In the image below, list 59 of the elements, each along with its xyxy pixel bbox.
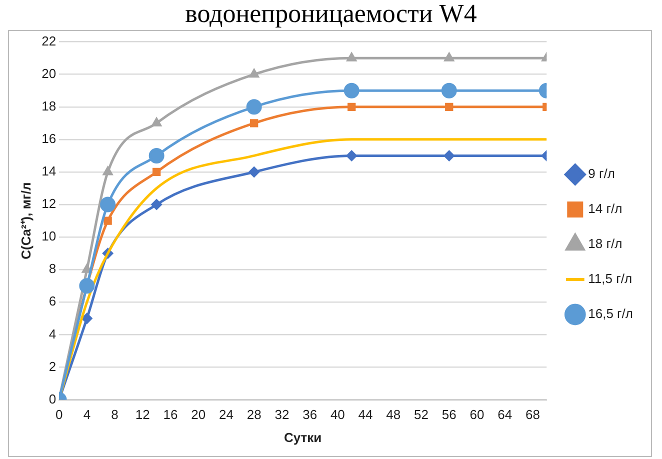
legend-label: 9 г/л <box>588 166 615 182</box>
point <box>344 82 360 98</box>
y-tick-label: 18 <box>42 98 56 114</box>
x-tick-label: 52 <box>414 407 428 422</box>
point <box>151 199 162 210</box>
y-tick-label: 10 <box>42 228 56 244</box>
x-tick-label: 32 <box>274 407 290 422</box>
point <box>148 148 164 164</box>
x-tick-label: 48 <box>386 407 401 422</box>
x-tick-label: 4 <box>83 407 91 422</box>
x-tick-label: 28 <box>246 407 262 422</box>
y-tick-label: 2 <box>48 358 56 374</box>
point <box>445 102 454 111</box>
point <box>348 102 356 111</box>
x-tick-label: 24 <box>219 407 234 422</box>
legend-label: 14 г/л <box>588 201 622 216</box>
point <box>250 119 258 128</box>
chart-title: водонепроницаемости W4 <box>184 0 478 30</box>
y-tick-label: 12 <box>42 196 56 212</box>
x-tick-label: 64 <box>498 407 512 422</box>
x-tick-label: 16 <box>163 407 178 422</box>
y-tick-label: 4 <box>48 326 56 342</box>
point <box>444 150 454 161</box>
point <box>82 313 92 324</box>
x-tick-label: 40 <box>330 407 345 422</box>
y-tick-label: 14 <box>42 164 56 179</box>
y-tick-label: 6 <box>48 294 56 309</box>
x-tick-label: 44 <box>358 407 373 422</box>
y-tick-label: 0 <box>48 391 56 406</box>
point <box>246 99 262 115</box>
point <box>103 166 113 176</box>
x-tick-label: 68 <box>525 407 540 422</box>
x-tick-label: 60 <box>470 407 484 422</box>
legend-label: 16,5 г/л <box>588 306 634 322</box>
point <box>441 82 457 98</box>
point <box>248 166 260 178</box>
x-tick-label: 12 <box>135 407 150 422</box>
point <box>82 264 92 273</box>
point <box>249 69 259 78</box>
point <box>346 150 357 161</box>
point <box>79 278 95 294</box>
point <box>152 168 161 176</box>
y-axis-title: C(Ca²⁺), мг/л <box>18 182 34 260</box>
x-tick-label: 56 <box>442 407 456 422</box>
legend-label: 11,5 г/л <box>588 271 632 286</box>
x-tick-label: 20 <box>191 407 206 422</box>
x-tick-label: 36 <box>302 407 318 422</box>
legend-label: 18 г/л <box>588 236 622 252</box>
y-tick-label: 8 <box>48 261 56 276</box>
point <box>346 52 356 62</box>
y-tick-label: 20 <box>42 66 56 81</box>
point <box>104 216 112 225</box>
x-axis-title: Сутки <box>284 430 322 445</box>
x-tick-label: 8 <box>111 407 118 422</box>
point <box>444 52 454 62</box>
point <box>152 118 162 126</box>
point <box>100 196 116 212</box>
y-tick-label: 16 <box>42 131 56 146</box>
y-tick-label: 22 <box>42 33 56 48</box>
